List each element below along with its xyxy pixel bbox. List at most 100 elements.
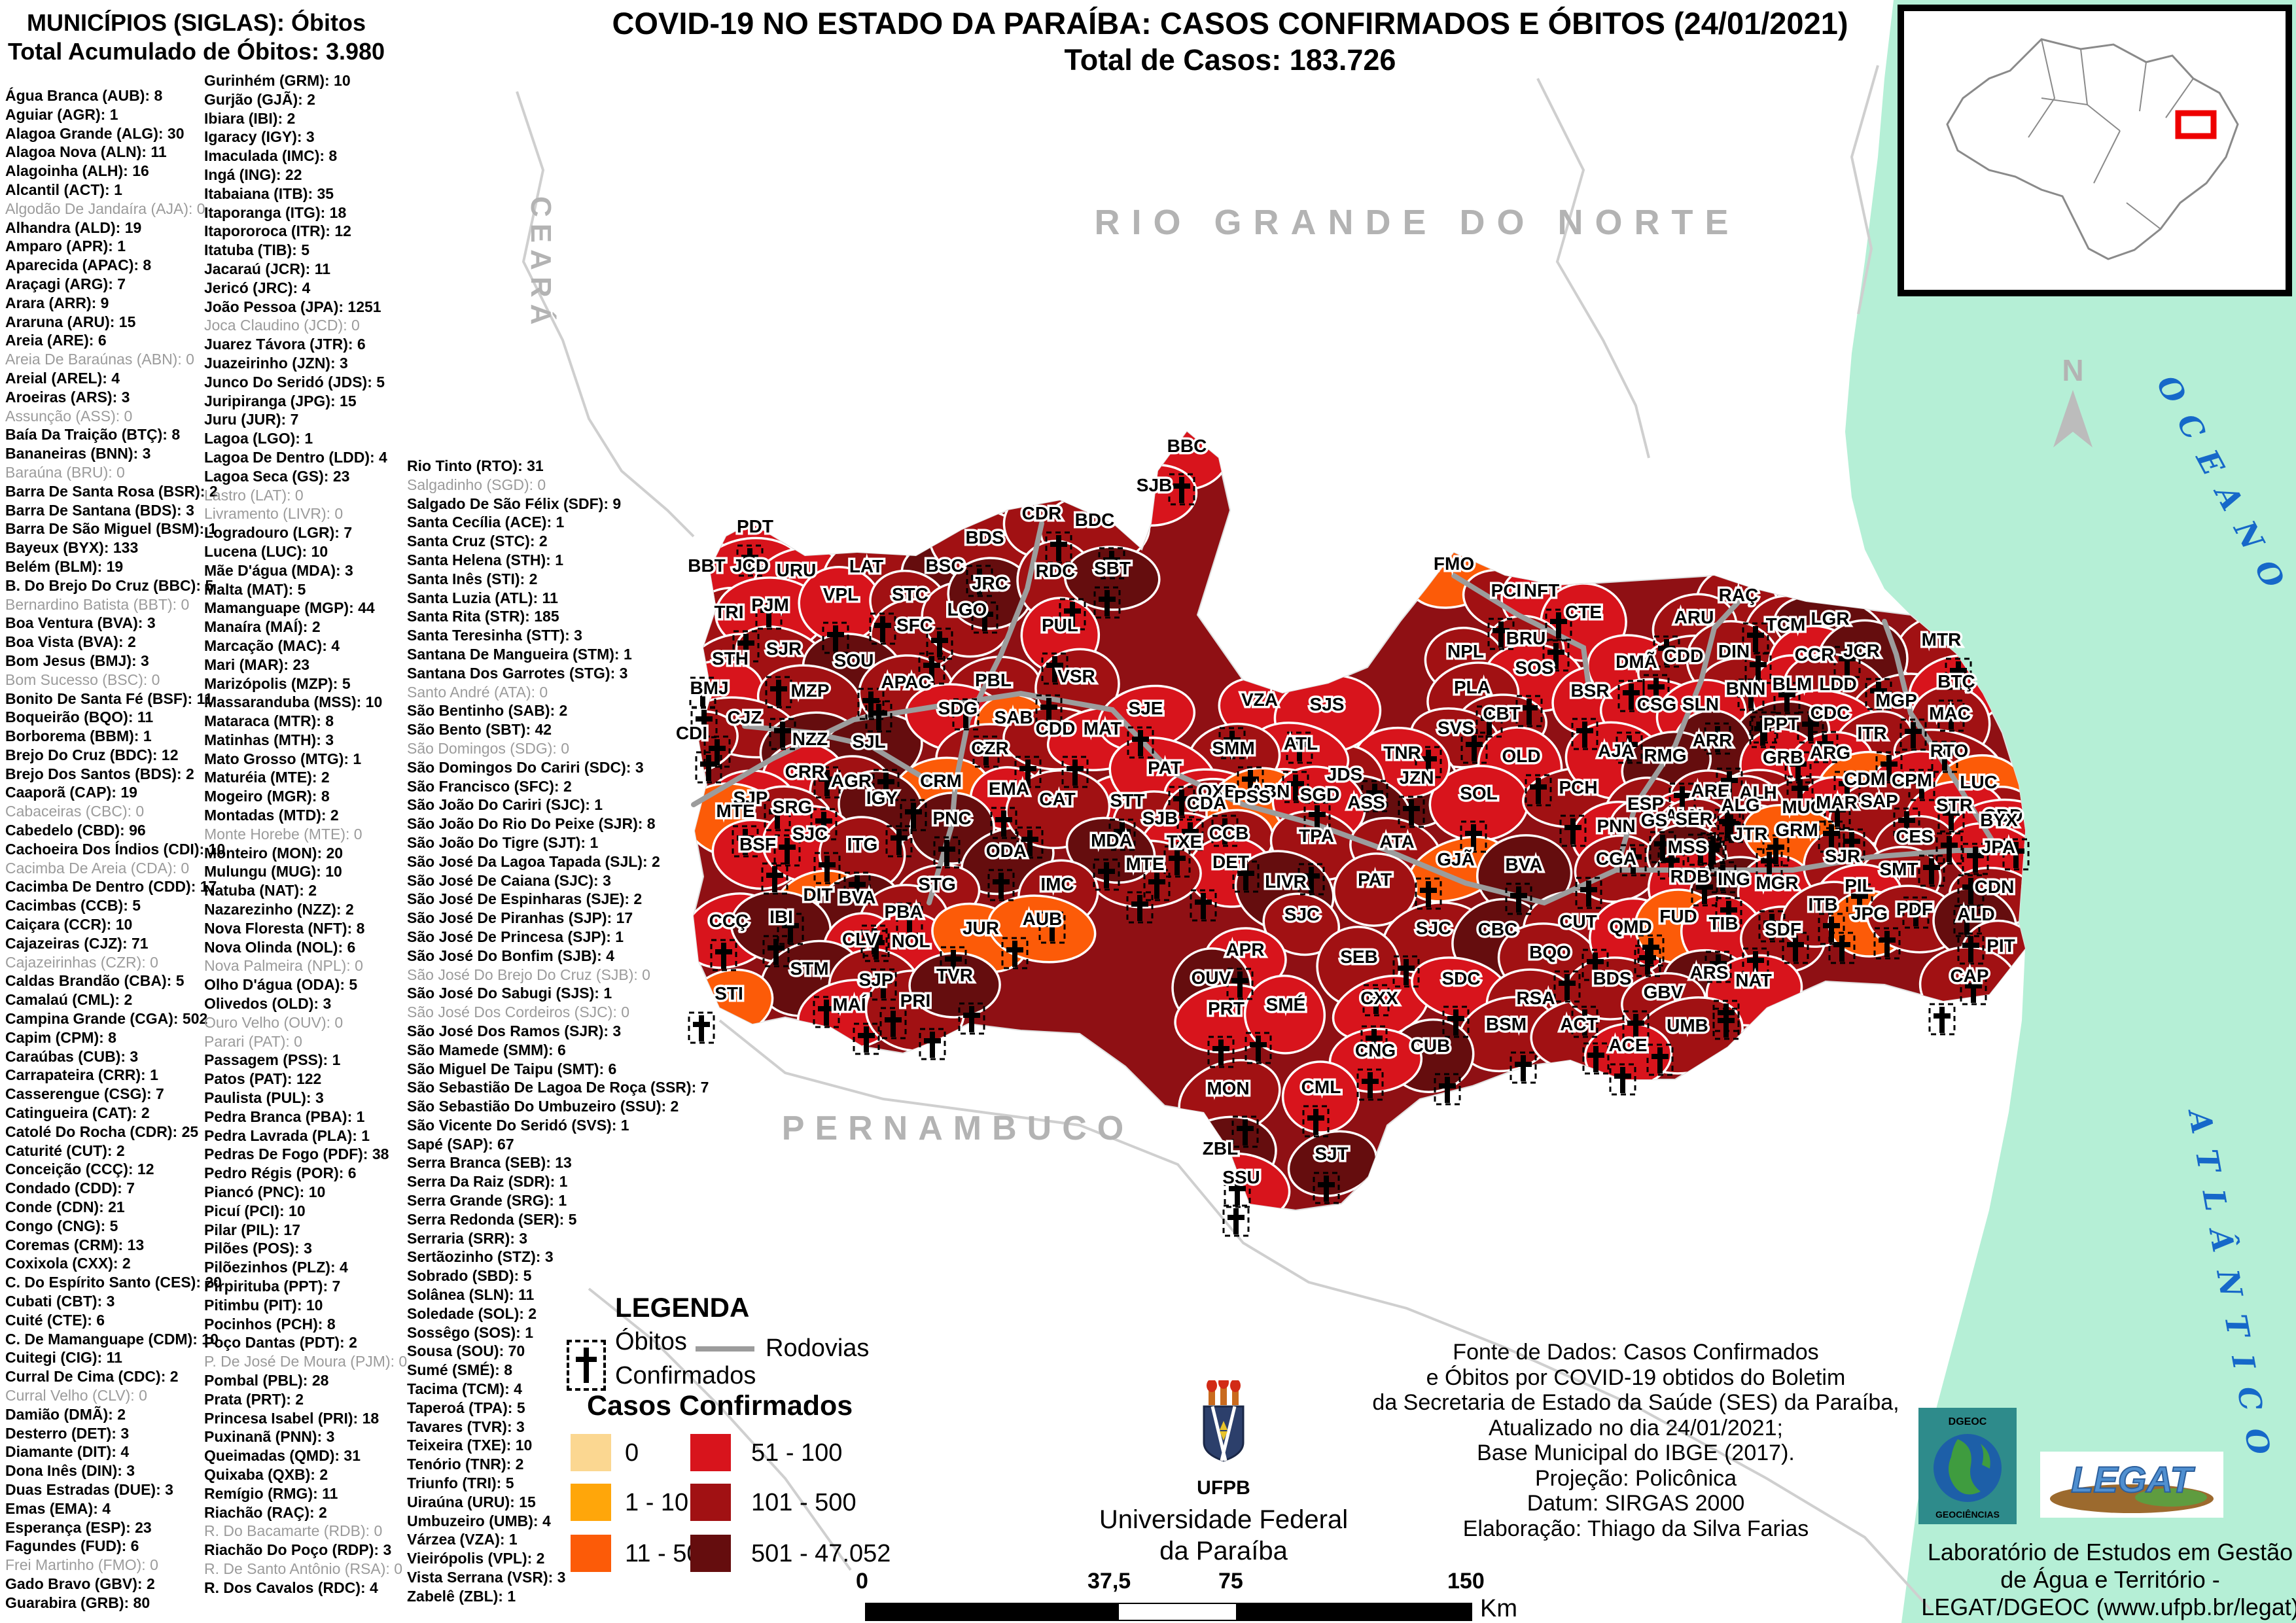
map-label-CCÇ: CCÇ — [709, 911, 749, 931]
municipality-entry: São José De Espinharas (SJE): 2 — [407, 890, 643, 908]
dgeoc-label: DGEOC — [1949, 1416, 1987, 1427]
map-label-JCR: JCR — [1843, 640, 1880, 661]
legend-swatch-101-500 — [690, 1484, 731, 1521]
death-cross-ODA — [987, 869, 1015, 901]
ufpb-logo — [1174, 1376, 1273, 1478]
municipality-entry: Joca Claudino (JCD): 0 — [204, 317, 360, 334]
death-cross-ALD — [1957, 932, 1985, 965]
map-label-SJP: SJP — [859, 969, 894, 990]
map-label-SJR: SJR — [766, 638, 802, 659]
municipality-entry: Nazarezinho (NZZ): 2 — [204, 901, 354, 918]
municipality-entry: P. De José De Moura (PJM): 0 — [204, 1353, 408, 1370]
municipality-entry: Jacaraú (JCR): 11 — [204, 260, 331, 277]
municipality-entry: Arara (ARR): 9 — [5, 294, 109, 311]
death-cross-JPA — [1957, 874, 1985, 907]
death-cross-JUR — [940, 946, 967, 979]
death-cross-TNR — [1361, 780, 1388, 812]
map-label-SVS: SVS — [1438, 718, 1474, 738]
municipality-entry: Marcação (MAC): 4 — [204, 637, 340, 654]
map-label-UMB: UMB — [1667, 1015, 1708, 1036]
death-cross-CRR — [764, 799, 791, 831]
municipality-entry: São José Do Sabugi (SJS): 1 — [407, 985, 612, 1002]
municipality-entry: Lagoa (LGO): 1 — [204, 430, 313, 447]
municipality-entry: Sumé (SMÉ): 8 — [407, 1361, 513, 1379]
death-cross-APAC — [865, 700, 892, 733]
map-label-TNR: TNR — [1383, 742, 1421, 763]
municipality-entry: Zabelê (ZBL): 1 — [407, 1587, 516, 1605]
map-label-SMM: SMM — [1212, 738, 1254, 758]
municipality-entry: R. Do Bacamarte (RDB): 0 — [204, 1522, 383, 1540]
death-cross-BSF — [761, 862, 788, 895]
death-cross-BTÇ — [1937, 699, 1965, 732]
legend-swatch-11-50 — [571, 1535, 611, 1572]
map-label-CRM: CRM — [920, 771, 962, 791]
death-cross-ACT — [1582, 1042, 1610, 1075]
legend-cases-title: Casos Confirmados — [587, 1390, 853, 1422]
map-label-SJB: SJB — [1137, 475, 1172, 495]
municipality-entry: Montadas (MTD): 2 — [204, 807, 339, 824]
municipality-entry: Pedra Branca (PBA): 1 — [204, 1108, 365, 1125]
municipality-entry: B. Do Brejo Do Cruz (BBC): 5 — [5, 576, 214, 594]
map-label-EMA: EMA — [989, 778, 1029, 799]
death-cross-MDA — [1093, 858, 1120, 891]
rodovias-label: Rodovias — [766, 1335, 870, 1362]
map-label-CDM: CDM — [1844, 769, 1886, 789]
municipality-entry: Guarabira (GRB): 80 — [5, 1594, 150, 1611]
map-label-BSF: BSF — [739, 834, 776, 854]
map-label-RDC: RDC — [1036, 561, 1076, 581]
municipality-entry: São Domingos (SDG): 0 — [407, 739, 569, 757]
map-label-LAT: LAT — [849, 556, 883, 576]
municipality-entry: Riachão Do Poço (RDP): 3 — [204, 1541, 392, 1559]
map-label-ING: ING — [1718, 869, 1750, 889]
municipality-entry: Juripiranga (JPG): 15 — [204, 392, 357, 410]
death-cross-ZBL — [1224, 1176, 1251, 1208]
map-label-CZR: CZR — [971, 738, 1009, 758]
municipality-entry: Mari (MAR): 23 — [204, 655, 310, 673]
ufpb-name-line1: Universidade Federal — [1099, 1505, 1349, 1534]
death-cross-SLN — [1704, 722, 1731, 755]
municipality-entry: Quixaba (QXB): 2 — [204, 1465, 328, 1483]
map-label-FUD: FUD — [1659, 906, 1697, 926]
municipality-entry: Mulungu (MUG): 10 — [204, 863, 342, 881]
municipality-entry: Sossêgo (SOS): 1 — [407, 1323, 533, 1341]
death-cross-SRG — [773, 834, 801, 867]
map-label-ALN: ALN — [1665, 805, 1703, 826]
municipality-entry: São José Dos Ramos (SJR): 3 — [407, 1022, 622, 1039]
municipality-list-column-3: Rio Tinto (RTO): 31 Salgadinho (SGD): 0 Sa… — [407, 457, 709, 1606]
municipality-entry: Patos (PAT): 122 — [204, 1070, 322, 1088]
neighbor-state-borders — [516, 65, 1932, 1611]
death-cross-SJC — [1392, 955, 1420, 988]
map-label-SOU: SOU — [834, 650, 874, 671]
map-label-PJM: PJM — [751, 595, 789, 615]
municipality-entry: Jericó (JRC): 4 — [204, 279, 311, 296]
region-label-pernambuco: PERNAMBUCO — [782, 1109, 1134, 1147]
death-cross-ARG — [1833, 771, 1861, 803]
municipality-entry: Araruna (ARU): 15 — [5, 313, 136, 330]
municipality-entry: Brejo Do Cruz (BDC): 12 — [5, 746, 179, 763]
page-title: COVID-19 NO ESTADO DA PARAÍBA: CASOS CON… — [612, 6, 1848, 41]
death-cross-SMT — [1902, 896, 1930, 929]
municipality-entry: Caldas Brandão (CBA): 5 — [5, 972, 185, 990]
ufpb-abbr: UFPB — [1197, 1477, 1250, 1499]
municipality-entry: Pilõezinhos (PLZ): 4 — [204, 1259, 348, 1276]
death-cross-VZA — [1218, 727, 1246, 759]
death-cross-CCB — [1232, 860, 1260, 893]
death-cross-SOU — [857, 688, 885, 720]
svg-text:GEOCIÊNCIAS: GEOCIÊNCIAS — [1935, 1509, 2000, 1520]
death-cross-GS — [1657, 847, 1685, 880]
total-cases: Total de Casos: 183.726 — [1064, 43, 1396, 77]
map-label-SJC: SJC — [1284, 904, 1320, 924]
death-cross-PDF — [1873, 927, 1901, 960]
map-label-JPA: JPA — [1981, 837, 2015, 857]
death-cross-PIL — [1818, 913, 1845, 945]
map-label-NFT: NFT — [1524, 580, 1559, 601]
municipality-entry: Curral Velho (CLV): 0 — [5, 1386, 147, 1404]
map-label-QMD: QMD — [1609, 916, 1651, 937]
map-label-APAC: APAC — [881, 672, 931, 692]
municipality-entry: Dona Inês (DIN): 3 — [5, 1462, 135, 1480]
municipality-entry: Mogeiro (MGR): 8 — [204, 788, 330, 805]
death-cross-LDD — [1797, 711, 1824, 744]
map-label-JCD: JCD — [732, 555, 769, 576]
map-label-BVA: BVA — [838, 887, 875, 907]
